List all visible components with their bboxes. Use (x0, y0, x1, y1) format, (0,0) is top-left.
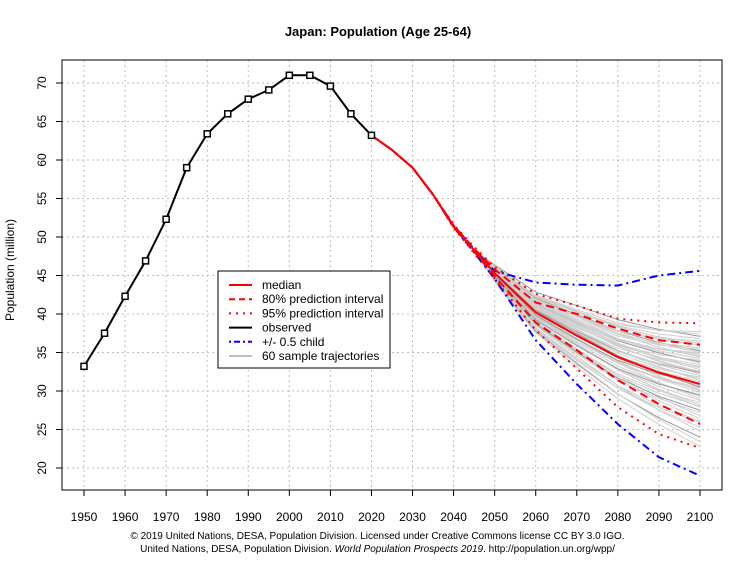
y-tick-label: 50 (35, 230, 49, 244)
x-tick-label: 2080 (605, 510, 632, 524)
minus-half-child-line (370, 134, 701, 477)
observed-point (121, 292, 129, 301)
x-tick-label: 1980 (194, 510, 221, 524)
y-tick-label: 65 (35, 115, 49, 129)
y-tick-label: 40 (35, 307, 49, 321)
y-tick-label: 25 (35, 423, 49, 437)
observed-point (223, 110, 232, 118)
footer-copyright: © 2019 United Nations, DESA, Population … (130, 531, 625, 542)
legend-box (217, 270, 391, 369)
x-tick-label: 2050 (481, 510, 508, 524)
observed-point (285, 71, 294, 80)
observed-point (265, 86, 273, 94)
x-tick-label: 1970 (153, 510, 180, 524)
legend-label: 60 sample trajectories (262, 349, 379, 363)
observed-point (80, 362, 88, 371)
observed-point (326, 82, 335, 90)
observed-point (306, 71, 314, 80)
observed-point (244, 95, 253, 103)
y-axis-label: Population (million) (3, 219, 17, 321)
observed-point (367, 131, 376, 140)
x-tick-label: 2020 (358, 510, 385, 524)
x-tick-label: 1990 (235, 510, 262, 524)
x-tick-label: 2060 (522, 510, 549, 524)
x-tick-label: 2100 (687, 510, 714, 524)
y-tick-label: 35 (35, 346, 49, 360)
footer-source-title: World Population Prospects 2019 (334, 544, 484, 555)
legend-label: +/- 0.5 child (262, 335, 324, 349)
legend-label: 95% prediction interval (262, 306, 383, 320)
observed-point (162, 215, 170, 224)
y-tick-label: 70 (35, 76, 49, 90)
x-tick-label: 2090 (646, 510, 673, 524)
x-tick-label: 1950 (71, 510, 98, 524)
plot-frame (61, 59, 723, 491)
x-tick-label: 2010 (317, 510, 344, 524)
y-tick-label: 45 (35, 269, 49, 283)
observed-point (141, 257, 150, 265)
chart-title: Japan: Population (Age 25-64) (285, 24, 471, 39)
observed-point (347, 110, 355, 118)
observed-point (203, 130, 211, 138)
y-tick-label: 30 (35, 384, 49, 398)
x-tick-label: 2070 (563, 510, 590, 524)
footer-source: United Nations, DESA, Population Divisio… (0, 544, 755, 555)
legend-label: 80% prediction interval (262, 292, 383, 306)
observed-point (182, 163, 191, 172)
observed-point (100, 329, 109, 337)
x-tick-label: 2040 (440, 510, 467, 524)
y-tick-label: 55 (35, 192, 49, 206)
sample-trajectory (371, 134, 701, 400)
population-chart: Japan: Population (Age 25-64) Population… (3, 24, 723, 524)
x-tick-label: 2000 (276, 510, 303, 524)
y-tick-label: 20 (35, 461, 49, 475)
legend-label: median (262, 278, 301, 292)
x-tick-label: 1960 (112, 510, 139, 524)
y-tick-label: 60 (35, 153, 49, 167)
median-line (370, 134, 701, 386)
pi95-upper-line (370, 134, 701, 325)
x-tick-label: 2030 (399, 510, 426, 524)
footer-source-org: United Nations, DESA, Population Divisio… (140, 544, 335, 555)
footer-source-url: . http://population.un.org/wpp/ (483, 544, 615, 555)
pi80-lower-line (370, 134, 701, 426)
pi80-upper-line (370, 134, 701, 346)
legend-label: observed (262, 321, 311, 335)
